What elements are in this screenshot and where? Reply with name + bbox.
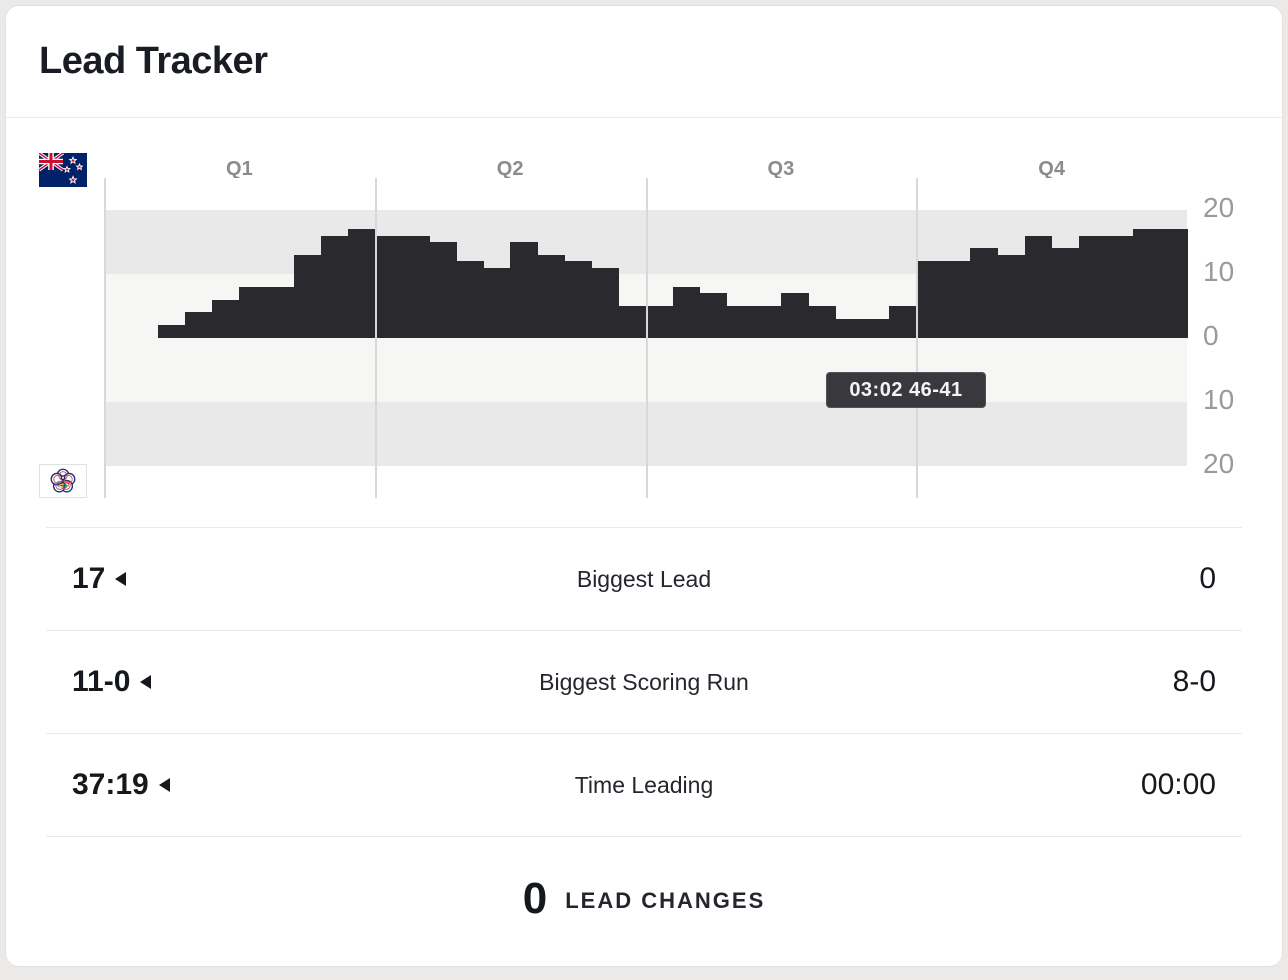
lead-bar[interactable] xyxy=(374,235,430,338)
away-value: 8-0 xyxy=(1172,665,1216,698)
stat-label: Biggest Lead xyxy=(576,565,712,592)
y-tick-20: 20 xyxy=(1203,192,1235,224)
lead-bar[interactable] xyxy=(428,242,457,338)
stats-table: 17 Biggest Lead 0 11-0 Biggest Scoring Run 8-… xyxy=(6,527,1282,960)
lead-bar[interactable] xyxy=(807,306,836,338)
lead-bar[interactable] xyxy=(1078,235,1134,338)
y-axis-line xyxy=(104,178,106,498)
stat-label: Time Leading xyxy=(574,771,714,798)
lead-bar[interactable] xyxy=(455,261,484,338)
lead-changes-label: LEAD CHANGES xyxy=(565,887,766,913)
away-value: 0 xyxy=(1199,562,1216,595)
leader-arrow-icon xyxy=(140,675,152,689)
tooltip-text: 03:02 46-41 xyxy=(849,378,963,401)
lead-bar[interactable] xyxy=(835,318,890,338)
leader-arrow-icon xyxy=(115,572,127,586)
lead-bar[interactable] xyxy=(212,299,240,338)
lead-bar[interactable] xyxy=(158,325,186,338)
stat-row: 37:19 Time Leading 00:00 xyxy=(46,733,1242,836)
quarter-label-q3: Q3 xyxy=(767,158,795,180)
quarter-label-q2: Q2 xyxy=(496,158,524,180)
lead-bar[interactable] xyxy=(483,267,511,338)
y-tick-neg20: 20 xyxy=(1203,448,1235,480)
lead-bar[interactable] xyxy=(780,293,809,338)
lead-bar[interactable] xyxy=(997,254,1026,338)
card-header: Lead Tracker xyxy=(6,6,1282,118)
lead-bar[interactable] xyxy=(537,254,565,338)
quarter-label-q1: Q1 xyxy=(226,158,253,180)
quarter-label-q4: Q4 xyxy=(1038,158,1065,180)
lead-bar[interactable] xyxy=(699,293,728,338)
gridline-q3 xyxy=(645,178,648,498)
lead-bar[interactable] xyxy=(591,267,620,338)
lead-bar[interactable] xyxy=(320,235,349,338)
lead-bar[interactable] xyxy=(185,312,213,338)
lead-bar[interactable] xyxy=(293,254,322,338)
y-tick-10: 10 xyxy=(1203,256,1235,288)
lead-bar[interactable] xyxy=(672,286,701,338)
lead-changes-value: 0 xyxy=(522,873,548,923)
lead-bar[interactable] xyxy=(970,248,999,338)
lead-bar[interactable] xyxy=(510,242,538,338)
gridline-q2 xyxy=(374,178,377,498)
y-tick-neg10: 10 xyxy=(1203,384,1235,416)
chinese-taipei-flag-icon xyxy=(39,464,87,498)
home-value: 17 xyxy=(72,562,577,596)
new-zealand-flag-icon xyxy=(39,153,87,187)
lead-tracker-card: Lead Tracker xyxy=(5,5,1283,967)
home-value: 11-0 xyxy=(72,665,539,699)
lead-bar[interactable] xyxy=(1132,229,1188,338)
lead-bar[interactable] xyxy=(726,306,782,338)
leader-arrow-icon xyxy=(158,778,170,792)
stat-row: 17 Biggest Lead 0 xyxy=(46,527,1242,630)
lead-tracker-chart: Q1 Q2 Q3 Q4 20 10 0 10 20 03:02 46-41 xyxy=(6,118,1282,528)
lead-bar[interactable] xyxy=(239,286,295,338)
y-tick-0: 0 xyxy=(1203,320,1219,352)
lead-bar[interactable] xyxy=(1024,235,1053,338)
lead-bar[interactable] xyxy=(1051,248,1080,338)
chart-tooltip: 03:02 46-41 xyxy=(826,372,986,408)
home-value: 37:19 xyxy=(72,768,575,802)
lead-changes-row: 0 LEAD CHANGES xyxy=(46,836,1242,960)
lead-bar[interactable] xyxy=(347,229,376,338)
page-title: Lead Tracker xyxy=(39,40,268,82)
away-value: 00:00 xyxy=(1140,768,1216,801)
stat-label: Biggest Scoring Run xyxy=(539,668,749,695)
stat-row: 11-0 Biggest Scoring Run 8-0 xyxy=(46,630,1242,733)
lead-bar[interactable] xyxy=(916,261,971,338)
lead-bar[interactable] xyxy=(889,306,917,338)
gridline-q4 xyxy=(916,178,919,498)
lead-bar[interactable] xyxy=(564,261,592,338)
